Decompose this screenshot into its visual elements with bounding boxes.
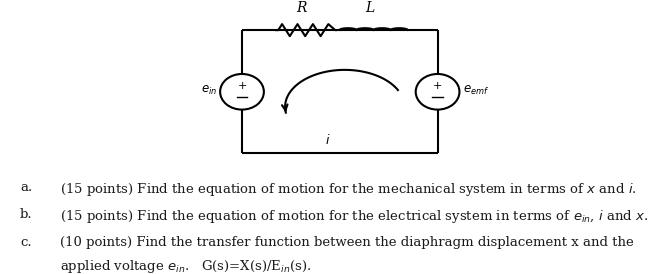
- Ellipse shape: [220, 74, 264, 110]
- Text: +: +: [433, 81, 442, 90]
- Text: +: +: [237, 81, 247, 90]
- Text: $e_{emf}$: $e_{emf}$: [463, 84, 489, 98]
- Text: $e_{in}$: $e_{in}$: [201, 84, 217, 98]
- Text: R: R: [296, 1, 307, 15]
- Text: b.: b.: [20, 208, 32, 221]
- Text: a.: a.: [20, 181, 32, 194]
- Text: applied voltage $e_{in}$.   G(s)=X(s)/E$_{in}$(s).: applied voltage $e_{in}$. G(s)=X(s)/E$_{…: [60, 258, 312, 274]
- Text: (15 points) Find the equation of motion for the electrical system in terms of $e: (15 points) Find the equation of motion …: [60, 208, 648, 225]
- Text: (15 points) Find the equation of motion for the mechanical system in terms of $x: (15 points) Find the equation of motion …: [60, 181, 636, 198]
- Text: (10 points) Find the transfer function between the diaphragm displacement x and : (10 points) Find the transfer function b…: [60, 236, 633, 249]
- Text: c.: c.: [20, 236, 32, 249]
- Ellipse shape: [416, 74, 459, 110]
- Text: $i$: $i$: [325, 133, 330, 147]
- Text: L: L: [365, 1, 375, 15]
